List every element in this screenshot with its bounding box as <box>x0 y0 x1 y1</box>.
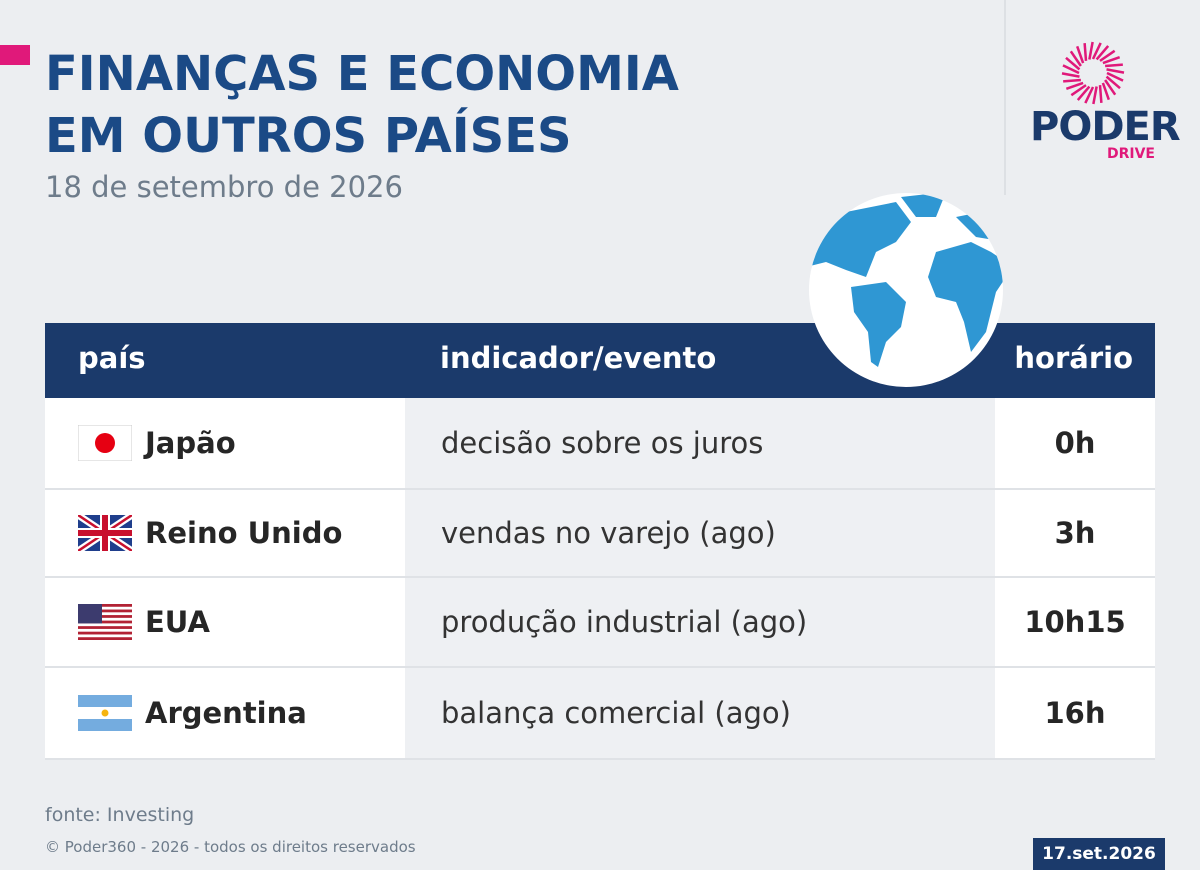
time: 3h <box>995 490 1155 576</box>
title-line: FINANÇAS E ECONOMIA <box>45 46 679 102</box>
copyright: © Poder360 - 2026 - todos os direitos re… <box>45 838 416 856</box>
country: Japão <box>145 426 236 460</box>
flag <box>78 515 132 551</box>
country-cell: Reino Unido <box>45 490 405 576</box>
ray <box>1062 64 1080 75</box>
ray <box>1065 81 1084 90</box>
flag <box>78 695 132 731</box>
time: 0h <box>995 398 1155 488</box>
divider <box>1004 0 1006 195</box>
indicator: vendas no varejo (ago) <box>405 490 995 576</box>
table-row: Japão decisão sobre os juros 0h <box>45 398 1155 490</box>
title-line: EM OUTROS PAÍSES <box>45 108 572 164</box>
column-header: indicador/evento <box>440 341 717 375</box>
table-row: Argentina balança comercial (ago) 16h <box>45 668 1155 760</box>
ray <box>1106 68 1125 74</box>
ray <box>1069 50 1082 67</box>
country: Reino Unido <box>145 516 343 550</box>
ray <box>1070 84 1087 97</box>
flag <box>78 425 132 461</box>
ray <box>1105 75 1121 90</box>
ray <box>1061 72 1080 78</box>
ray <box>1076 45 1085 64</box>
ray <box>1106 71 1124 82</box>
date: 18 de setembro de 2026 <box>45 170 403 204</box>
column-header: horário <box>1014 341 1133 375</box>
ray <box>1101 82 1110 101</box>
indicator: balança comercial (ago) <box>405 668 995 758</box>
ray <box>1083 43 1088 61</box>
accent-bar <box>0 45 30 65</box>
ray <box>1099 49 1116 62</box>
date-stamp: 17.set.2026 <box>1033 838 1165 870</box>
logo-icon <box>1061 41 1125 105</box>
indicator: produção industrial (ago) <box>405 578 995 666</box>
globe <box>809 193 1003 387</box>
indicator: decisão sobre os juros <box>405 398 995 488</box>
country-cell: Argentina <box>45 668 405 758</box>
column-header: país <box>78 341 146 375</box>
source: fonte: Investing <box>45 804 195 826</box>
country-cell: Japão <box>45 398 405 488</box>
table-row: EUA produção industrial (ago) 10h15 <box>45 578 1155 668</box>
country-cell: EUA <box>45 578 405 666</box>
ray <box>1105 63 1123 68</box>
ray <box>1095 45 1110 61</box>
ray <box>1063 78 1081 83</box>
logo-name: PODER <box>1030 104 1181 150</box>
ray <box>1065 56 1081 71</box>
ray <box>1084 86 1095 104</box>
ray <box>1098 85 1103 103</box>
flag <box>78 604 132 640</box>
ray <box>1092 86 1098 105</box>
logo-sub: DRIVE <box>1106 146 1155 162</box>
country: EUA <box>145 605 210 639</box>
table-row: Reino Unido vendas no varejo (ago) 3h <box>45 490 1155 578</box>
ray <box>1102 56 1121 65</box>
ray <box>1091 42 1102 60</box>
ray <box>1088 41 1094 60</box>
country: Argentina <box>145 696 307 730</box>
time: 16h <box>995 668 1155 758</box>
ray <box>1076 85 1091 101</box>
ray <box>1104 79 1117 96</box>
time: 10h15 <box>995 578 1155 666</box>
